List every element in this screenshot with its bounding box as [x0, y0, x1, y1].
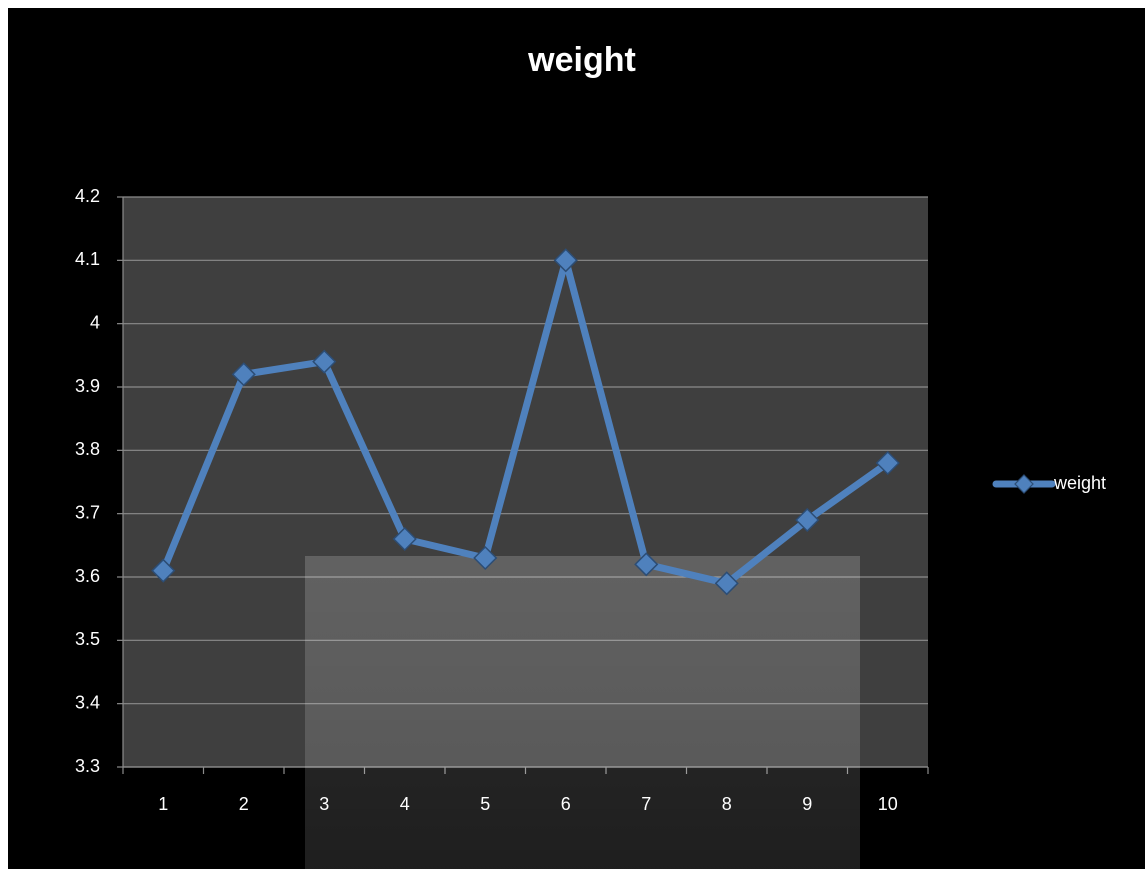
y-tick-label: 4 [90, 312, 100, 332]
y-tick-label: 3.8 [75, 439, 100, 459]
y-tick-label: 3.4 [75, 692, 100, 712]
marker [151, 558, 176, 583]
x-tick-label: 9 [802, 794, 812, 814]
marker [875, 450, 900, 476]
legend-label: weight [1053, 473, 1106, 493]
x-tick-label: 4 [400, 794, 410, 814]
marker [312, 349, 337, 374]
marker [231, 362, 256, 387]
watermark [305, 556, 860, 869]
marker [392, 526, 417, 552]
x-tick-label: 5 [480, 794, 490, 814]
x-tick-label: 3 [319, 794, 329, 814]
x-tick-label: 6 [561, 794, 571, 814]
line [160, 256, 890, 587]
marker [634, 552, 659, 577]
y-tick-label: 3.3 [75, 756, 100, 776]
chart-title: weight [527, 41, 636, 79]
marker [553, 248, 578, 273]
y-tick-label: 3.9 [75, 376, 100, 396]
x-tick-label: 8 [722, 794, 732, 814]
marker [473, 545, 498, 571]
marker [714, 571, 739, 596]
y-tick-label: 3.7 [75, 502, 100, 522]
y-tick-label: 3.5 [75, 629, 100, 649]
legend-marker [1014, 474, 1034, 494]
y-tick-label: 4.2 [75, 186, 100, 206]
marker [795, 507, 820, 533]
x-tick-label: 2 [239, 794, 249, 814]
x-tick-label: 10 [878, 794, 898, 814]
y-tick-label: 4.1 [75, 249, 100, 269]
x-tick-label: 1 [158, 794, 168, 814]
y-tick-label: 3.6 [75, 566, 100, 586]
x-tick-label: 7 [641, 794, 651, 814]
